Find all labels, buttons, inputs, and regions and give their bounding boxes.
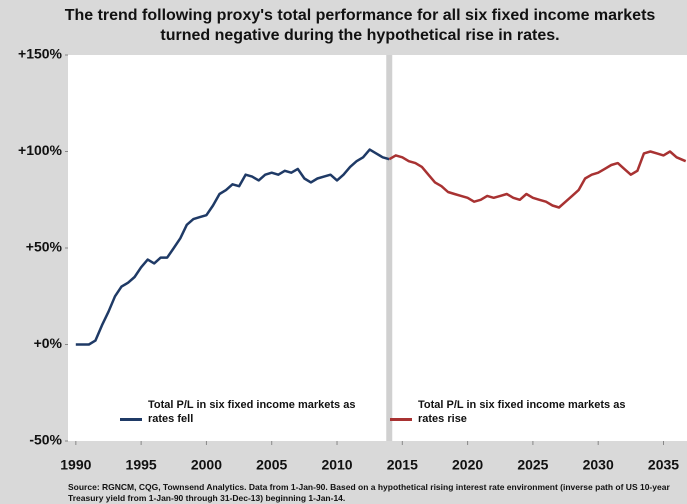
plot-area (68, 55, 687, 441)
legend-swatch (120, 418, 142, 421)
y-tick-label: +150% (18, 46, 63, 62)
legend-label: Total P/L in six fixed income markets as… (418, 399, 626, 425)
x-tick-label: 2015 (387, 457, 418, 473)
x-tick-label: 2010 (321, 457, 352, 473)
legend-entry: Total P/L in six fixed income markets as… (120, 398, 383, 426)
y-tick-label: +100% (18, 142, 63, 158)
legend-swatch (390, 418, 412, 421)
x-tick-label: 2025 (517, 457, 548, 473)
x-tick-label: 2020 (452, 457, 483, 473)
x-tick-label: 2005 (256, 457, 287, 473)
y-tick-label: -50% (29, 432, 62, 448)
line-series (75, 148, 390, 346)
y-tick-label: +50% (26, 239, 63, 255)
source-note: Source: RGNCM, CQG, Townsend Analytics. … (68, 482, 670, 503)
x-tick-label: 1990 (60, 457, 91, 473)
line-series (388, 150, 687, 209)
legend-label: Total P/L in six fixed income markets as… (148, 399, 356, 425)
x-tick-label: 1995 (126, 457, 157, 473)
x-tick-label: 2035 (648, 457, 679, 473)
x-tick-label: 2000 (191, 457, 222, 473)
legend-entry: Total P/L in six fixed income markets as… (390, 398, 653, 426)
y-tick-label: +0% (34, 335, 63, 351)
x-tick-label: 2030 (583, 457, 614, 473)
chart-title: The trend following proxy's total perfor… (64, 7, 656, 44)
chart: -50% +0% +50% +100% +150% 1990 1995 2000 2005 201… (18, 46, 687, 473)
